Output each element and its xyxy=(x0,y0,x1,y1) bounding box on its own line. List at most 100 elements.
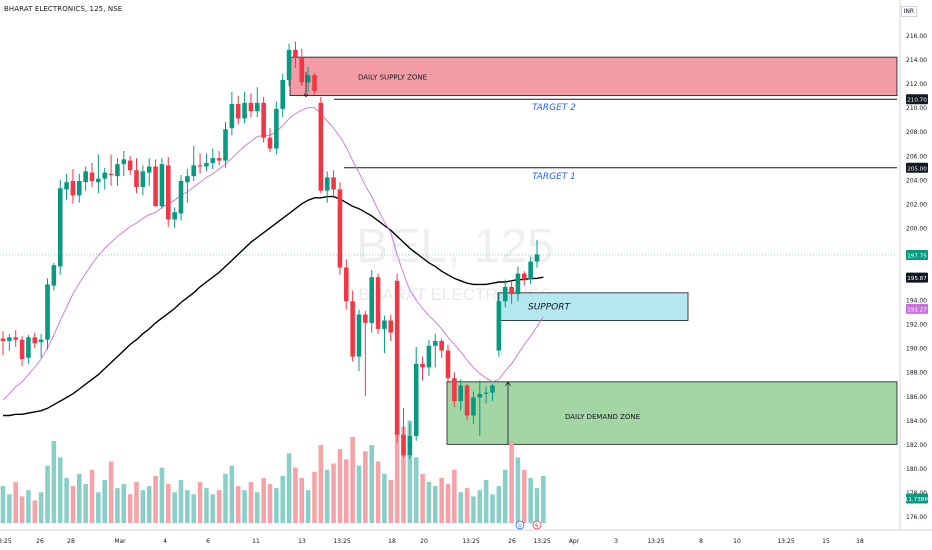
dividend-marker-icon[interactable] xyxy=(515,520,525,530)
zone-box xyxy=(289,56,898,97)
candle-body xyxy=(458,385,464,402)
volume-bar xyxy=(274,488,279,523)
candle xyxy=(382,315,387,353)
volume-bar xyxy=(528,477,533,523)
candle xyxy=(458,379,464,411)
candle xyxy=(407,422,413,459)
candle-body xyxy=(76,181,82,196)
volume-bar xyxy=(191,494,197,523)
candle xyxy=(394,273,400,444)
candle xyxy=(363,310,368,397)
volume-bar xyxy=(521,469,527,523)
candle-body xyxy=(280,79,286,109)
candle-body xyxy=(165,165,171,220)
price-tag xyxy=(906,303,928,314)
volume-bar xyxy=(70,486,76,523)
candle-body xyxy=(45,284,50,340)
candle xyxy=(185,168,190,203)
candle-body xyxy=(146,166,152,173)
time-tick-label: 18 xyxy=(388,538,396,545)
candle-body xyxy=(197,165,203,167)
candle xyxy=(159,158,165,209)
candle xyxy=(432,333,438,368)
time-tick-label: 11 xyxy=(252,538,260,545)
candle-body xyxy=(337,189,343,268)
time-tick-label: 26 xyxy=(36,538,44,545)
candle xyxy=(7,333,12,351)
candle xyxy=(413,346,419,441)
price-tick-label: 206.00 xyxy=(906,153,927,160)
candle xyxy=(197,153,203,174)
candle-body xyxy=(159,164,165,207)
candle-body xyxy=(89,172,95,182)
volume-bar xyxy=(458,492,464,523)
volume-bar xyxy=(248,482,254,523)
time-tick-label: 10 xyxy=(733,538,741,545)
time-tick-label: Mar xyxy=(114,538,126,545)
candle xyxy=(375,273,381,334)
candle xyxy=(299,48,305,87)
candle-body xyxy=(477,393,483,398)
price-tick-label: 186.00 xyxy=(906,394,927,401)
volume-bar xyxy=(159,467,165,523)
price-tag xyxy=(906,94,928,105)
candle xyxy=(115,158,120,186)
volume-bar xyxy=(515,457,521,523)
currency-button[interactable]: INR xyxy=(900,6,917,17)
volume-bar xyxy=(439,477,444,523)
candle xyxy=(242,92,247,124)
candle xyxy=(229,92,235,136)
candle xyxy=(521,271,527,286)
candle xyxy=(127,155,133,175)
candle-body xyxy=(483,392,489,394)
candle xyxy=(83,166,88,191)
candle-body xyxy=(121,159,127,165)
candle xyxy=(19,336,25,367)
candle-body xyxy=(534,254,540,262)
candle-body xyxy=(496,301,502,351)
volume-bar xyxy=(426,482,432,523)
candle xyxy=(64,173,69,201)
volume-bar xyxy=(541,475,546,523)
volume-bars xyxy=(0,400,546,523)
price-tick-label: 188.00 xyxy=(906,370,927,377)
price-tick-label: 190.00 xyxy=(906,346,927,353)
volume-bar xyxy=(394,400,400,523)
earnings-marker-icon[interactable] xyxy=(532,520,542,530)
volume-bar xyxy=(350,436,355,523)
candle-body xyxy=(318,102,324,191)
candle-body xyxy=(134,170,139,188)
candle xyxy=(146,158,152,186)
candle xyxy=(496,292,502,357)
volume-bar xyxy=(483,479,489,523)
candle-body xyxy=(153,166,158,207)
target-label: TARGET 2 xyxy=(532,103,576,113)
candle xyxy=(26,334,31,364)
candle-body xyxy=(235,104,241,119)
candle-body xyxy=(356,314,362,357)
candle-body xyxy=(108,173,114,175)
price-tag xyxy=(906,162,928,173)
price-tag-label: 205.00 xyxy=(907,166,927,172)
volume-bar xyxy=(7,494,12,523)
candle xyxy=(140,165,146,196)
candle-body xyxy=(32,337,38,344)
volume-bar xyxy=(305,490,311,523)
volume-bar xyxy=(76,473,82,523)
candle xyxy=(356,309,362,371)
volume-bar xyxy=(401,426,406,523)
target-label: TARGET 1 xyxy=(532,172,576,182)
candle-body xyxy=(293,49,298,58)
time-tick-label: 13:25 xyxy=(647,538,664,545)
candle-body xyxy=(204,162,209,167)
candle-body xyxy=(178,181,184,214)
candle xyxy=(426,339,432,376)
price-tag-label: 210.70 xyxy=(907,98,927,104)
candle-body xyxy=(521,273,527,280)
candle xyxy=(331,170,336,197)
candle-body xyxy=(413,363,419,436)
volume-bar xyxy=(509,441,514,523)
fast-moving-average xyxy=(2,107,544,401)
zone-box xyxy=(446,381,898,445)
